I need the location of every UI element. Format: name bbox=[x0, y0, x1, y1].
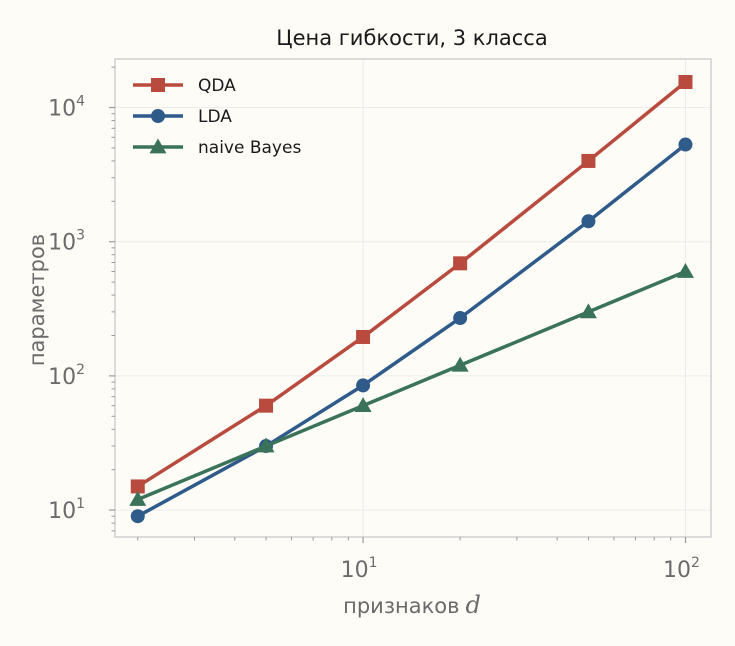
data-point-qda bbox=[259, 398, 274, 413]
data-point-lda bbox=[356, 378, 371, 393]
data-point-qda bbox=[581, 153, 596, 168]
legend-item-naive-bayes: naive Bayes bbox=[133, 138, 301, 158]
plot-frame bbox=[114, 58, 712, 538]
y-tick-label: 102 bbox=[48, 362, 85, 390]
x-axis-label-text: признаков bbox=[343, 594, 459, 618]
x-axis-variable: d bbox=[466, 591, 481, 619]
data-point-lda bbox=[130, 509, 145, 524]
legend-swatch-marker bbox=[149, 138, 167, 154]
x-tick-label: 101 bbox=[341, 555, 378, 583]
data-point-naive-bayes bbox=[451, 356, 469, 372]
data-point-qda bbox=[356, 329, 371, 344]
y-tick-label: 104 bbox=[48, 94, 85, 122]
x-tick-label: 102 bbox=[663, 555, 700, 583]
series-lda bbox=[130, 137, 693, 524]
data-point-qda bbox=[678, 74, 693, 89]
data-point-naive-bayes bbox=[129, 490, 147, 506]
series-line-naive-bayes bbox=[137, 269, 687, 502]
legend-label: QDA bbox=[198, 76, 236, 96]
data-point-naive-bayes bbox=[257, 437, 275, 453]
data-point-lda bbox=[678, 137, 693, 152]
legend-label: LDA bbox=[198, 107, 232, 127]
data-point-lda bbox=[581, 214, 596, 229]
data-point-naive-bayes bbox=[676, 262, 694, 278]
legend-item-qda: QDA bbox=[133, 76, 236, 96]
data-point-lda bbox=[453, 311, 468, 326]
series-line-qda bbox=[136, 80, 687, 488]
series-qda bbox=[130, 74, 693, 494]
legend: QDA LDA naive Bayes bbox=[133, 76, 301, 158]
y-tick-label: 103 bbox=[48, 228, 85, 256]
y-axis-label: параметров bbox=[25, 234, 49, 366]
legend-item-lda: LDA bbox=[133, 107, 232, 127]
ticks-layer: 101 102 101 102 103 104 bbox=[48, 66, 700, 583]
data-point-naive-bayes bbox=[579, 303, 597, 319]
legend-swatch-marker bbox=[151, 109, 165, 123]
data-point-qda bbox=[453, 256, 468, 271]
y-tick-label: 101 bbox=[48, 496, 85, 524]
series-naive-bayes bbox=[129, 262, 694, 506]
series-layer bbox=[129, 74, 694, 524]
data-point-qda bbox=[130, 479, 145, 494]
data-point-naive-bayes bbox=[354, 397, 372, 413]
series-line-lda bbox=[136, 143, 687, 518]
x-axis-label: признаков d bbox=[343, 591, 481, 619]
legend-label: naive Bayes bbox=[198, 138, 301, 158]
chart-title: Цена гибкости, 3 класса bbox=[276, 26, 547, 50]
legend-swatch-marker bbox=[151, 78, 165, 92]
